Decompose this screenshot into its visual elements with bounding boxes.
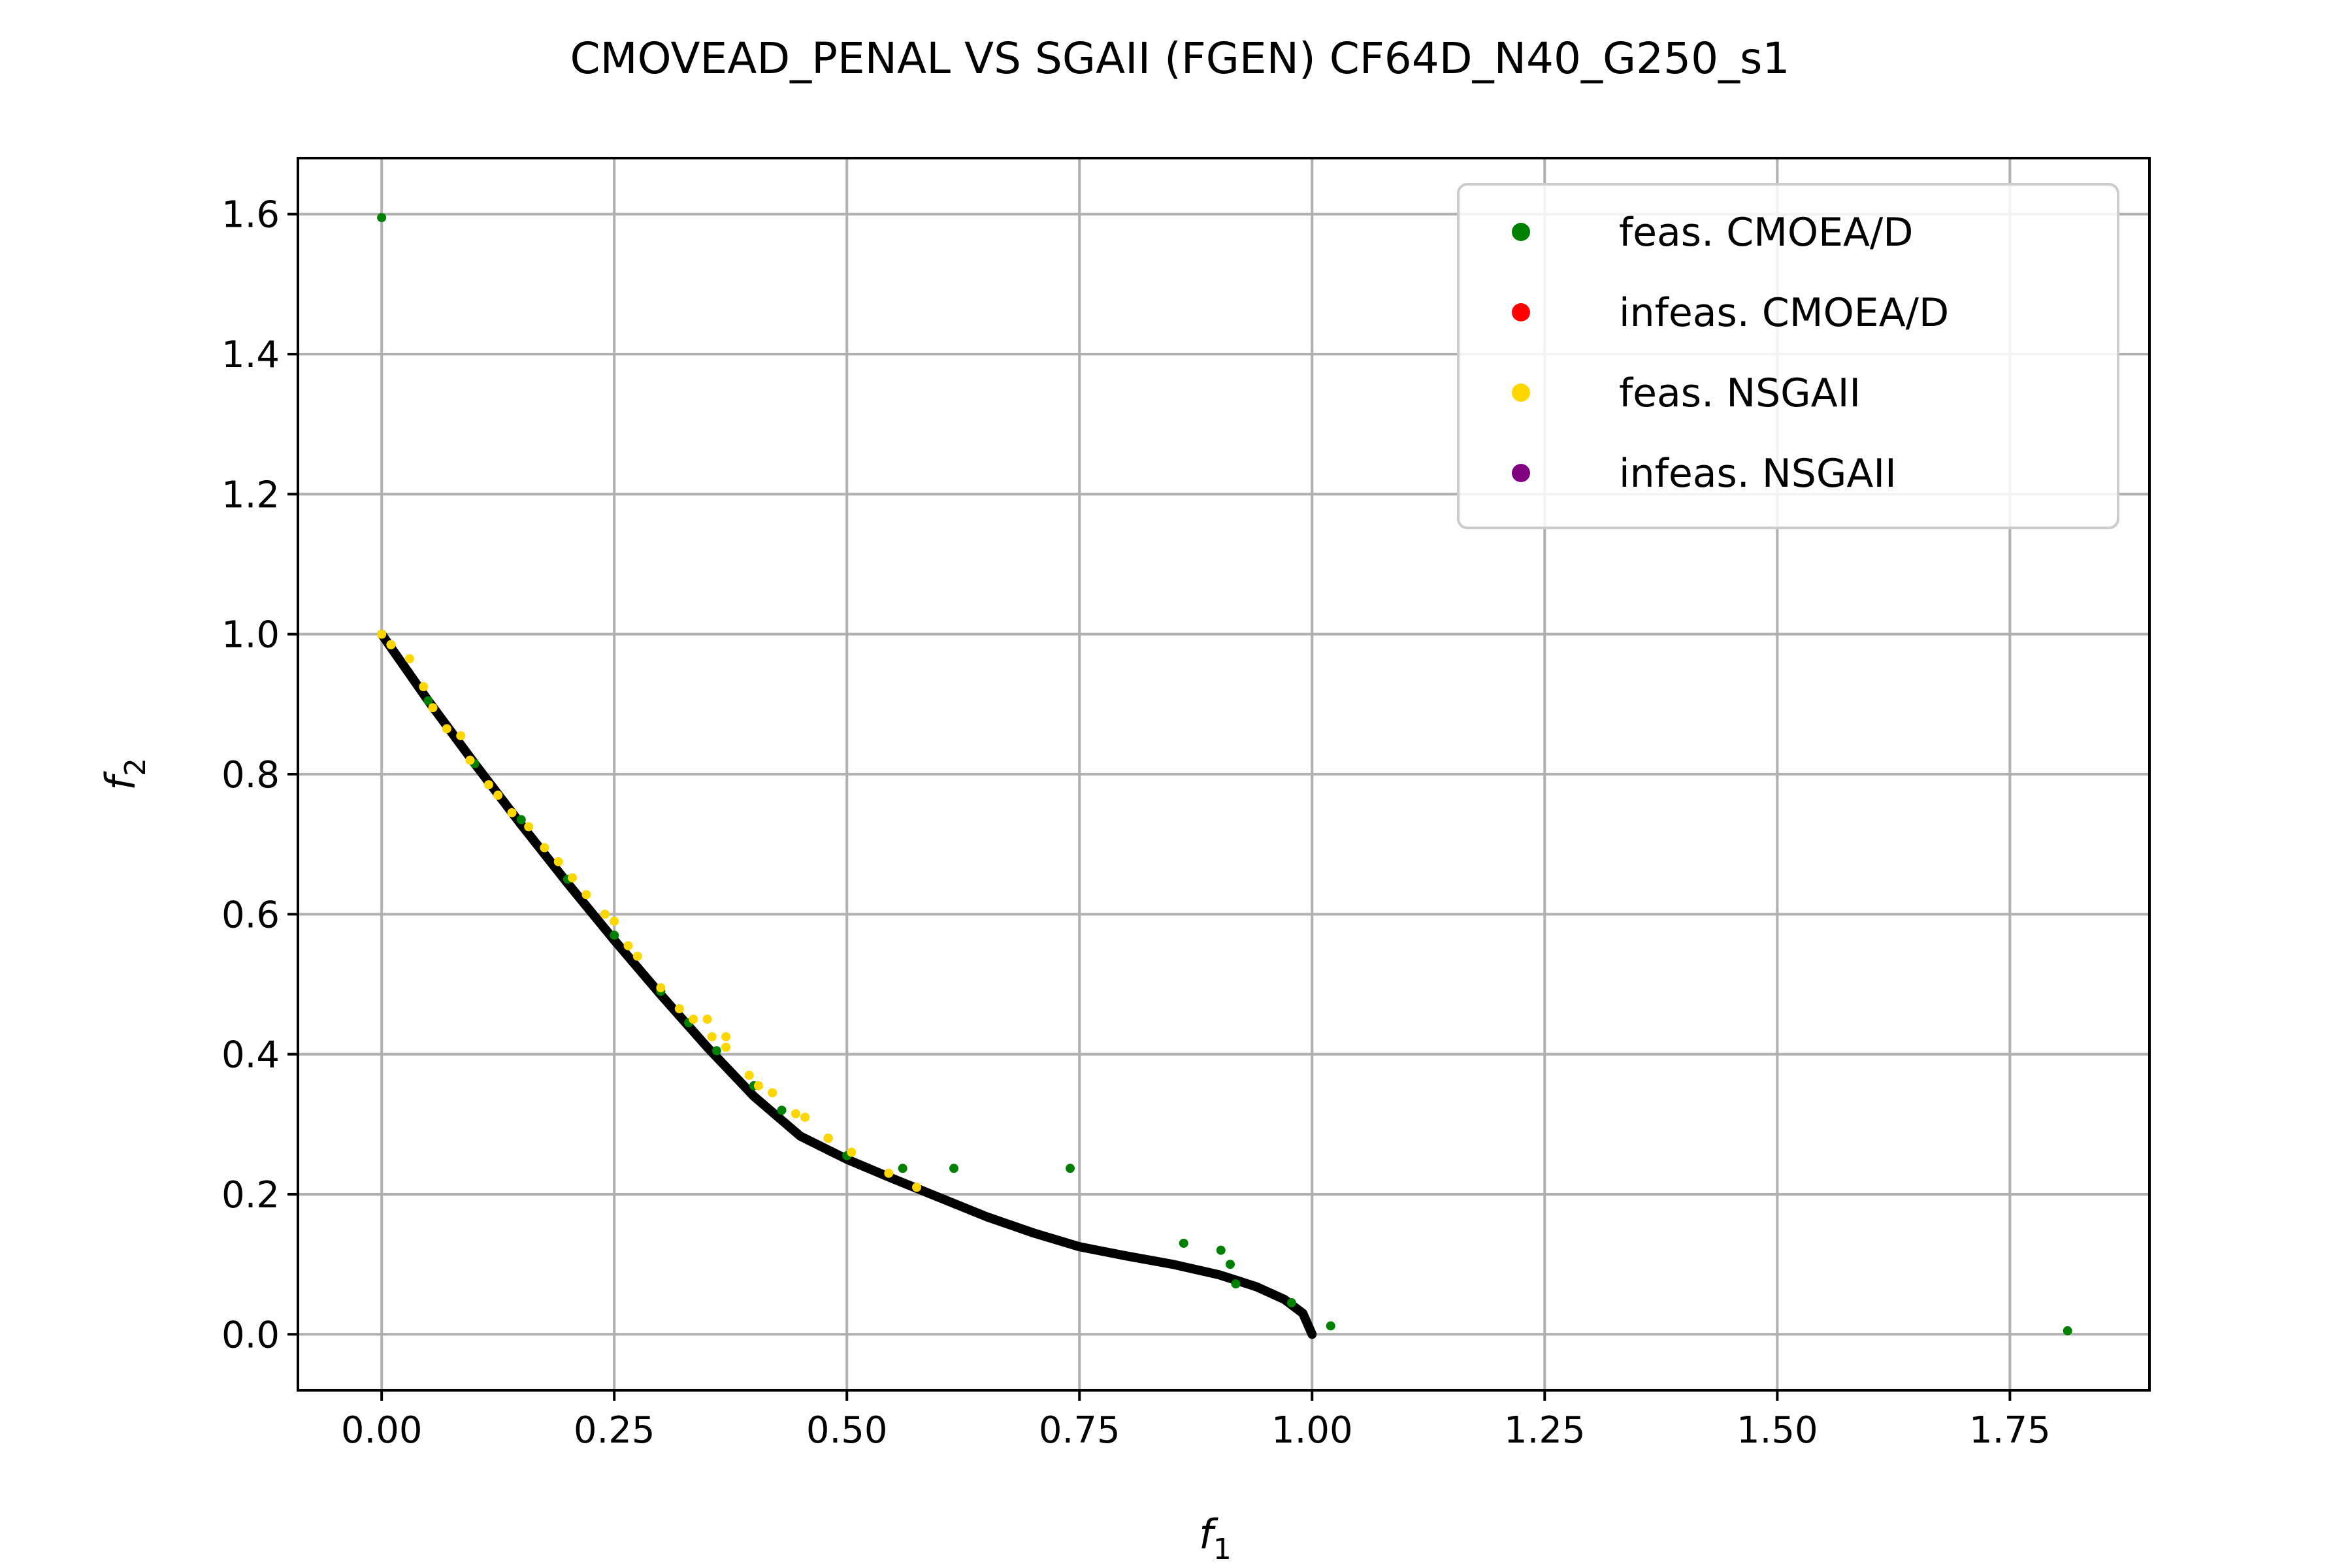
x-tick-label: 1.75 (1969, 1409, 2051, 1452)
point-feas-nsgaii (721, 1032, 731, 1041)
point-feas-nsgaii (791, 1109, 800, 1119)
point-feas-cmoea-d (949, 1164, 959, 1173)
point-feas-nsgaii (465, 755, 475, 765)
point-feas-nsgaii (623, 941, 633, 951)
x-tick-label: 0.75 (1039, 1409, 1120, 1452)
point-feas-nsgaii (581, 890, 591, 900)
point-feas-nsgaii (674, 1004, 684, 1013)
y-tick-label: 0.4 (221, 1034, 280, 1077)
x-tick-label: 0.50 (806, 1409, 888, 1452)
y-tick-label: 0.8 (221, 754, 280, 796)
point-feas-nsgaii (507, 808, 517, 817)
point-feas-cmoea-d (2063, 1326, 2072, 1335)
point-feas-nsgaii (768, 1088, 777, 1098)
x-tick-label: 0.00 (341, 1409, 423, 1452)
point-feas-nsgaii (442, 724, 451, 734)
point-feas-nsgaii (800, 1113, 810, 1122)
legend: feas. CMOEA/D infeas. CMOEA/D feas. NSGAII… (1457, 183, 2119, 529)
legend-marker (1512, 303, 1530, 321)
point-feas-nsgaii (524, 822, 534, 832)
point-feas-nsgaii (753, 1081, 763, 1090)
point-feas-nsgaii (632, 951, 642, 961)
x-tick-label: 1.00 (1271, 1409, 1353, 1452)
legend-items: feas. CMOEA/D infeas. CMOEA/D feas. NSGAII… (1512, 210, 1949, 497)
point-feas-nsgaii (404, 654, 414, 664)
point-feas-nsgaii (702, 1015, 712, 1024)
point-feas-nsgaii (377, 629, 387, 639)
point-feas-cmoea-d (777, 1105, 787, 1115)
x-axis-label-subscript: 1 (1213, 1533, 1232, 1566)
legend-label: infeas. CMOEA/D (1619, 290, 1949, 336)
x-tick-label: 1.50 (1737, 1409, 1818, 1452)
true-pareto-front (377, 629, 1317, 1339)
legend-label: infeas. NSGAII (1619, 451, 1897, 497)
point-feas-nsgaii (707, 1032, 717, 1041)
point-feas-nsgaii (540, 843, 549, 853)
point-feas-nsgaii (610, 917, 619, 926)
point-feas-nsgaii (428, 703, 438, 713)
point-feas-cmoea-d (1231, 1279, 1241, 1289)
legend-marker (1512, 464, 1530, 482)
y-tick-label: 0.2 (221, 1174, 280, 1217)
point-feas-nsgaii (553, 857, 563, 866)
y-tick-label: 1.4 (221, 334, 280, 376)
y-tick-label: 1.6 (221, 194, 280, 237)
point-feas-nsgaii (847, 1147, 857, 1157)
point-feas-nsgaii (823, 1134, 833, 1143)
point-feas-nsgaii (744, 1070, 754, 1080)
legend-marker (1512, 384, 1530, 402)
point-feas-nsgaii (493, 791, 503, 800)
y-axis-label-subscript: 2 (119, 758, 152, 776)
y-axis-ticks: 0.0 0.2 0.4 0.6 0.8 1.0 1.2 1.4 1.6 (221, 194, 298, 1356)
x-tick-label: 1.25 (1504, 1409, 1586, 1452)
legend-marker (1512, 223, 1530, 241)
y-tick-label: 0.6 (221, 894, 280, 936)
y-tick-label: 0.0 (221, 1314, 280, 1356)
x-axis-label: f1 (1199, 1511, 1232, 1566)
x-axis-ticks: 0.00 0.25 0.50 0.75 1.00 1.25 1.50 1.75 (341, 1390, 2051, 1452)
y-tick-label: 1.2 (221, 474, 280, 516)
true-front-curve (377, 629, 1317, 1339)
point-feas-nsgaii (884, 1168, 894, 1178)
point-feas-nsgaii (456, 731, 466, 741)
point-feas-cmoea-d (610, 930, 619, 940)
point-feas-cmoea-d (1216, 1245, 1226, 1255)
point-feas-cmoea-d (1066, 1164, 1075, 1173)
point-feas-nsgaii (912, 1183, 922, 1192)
legend-label: feas. NSGAII (1619, 370, 1861, 416)
point-feas-nsgaii (483, 780, 493, 790)
point-feas-nsgaii (386, 640, 396, 649)
point-feas-nsgaii (656, 983, 666, 992)
point-feas-cmoea-d (711, 1046, 721, 1056)
point-feas-cmoea-d (1326, 1321, 1335, 1331)
point-feas-nsgaii (568, 873, 578, 883)
point-feas-cmoea-d (1179, 1238, 1188, 1248)
legend-label: feas. CMOEA/D (1619, 210, 1913, 255)
point-feas-nsgaii (689, 1015, 698, 1024)
x-tick-label: 0.25 (574, 1409, 655, 1452)
point-feas-nsgaii (419, 682, 429, 692)
point-feas-nsgaii (721, 1042, 731, 1052)
y-tick-label: 1.0 (221, 614, 280, 657)
point-feas-cmoea-d (377, 213, 387, 223)
point-feas-cmoea-d (1225, 1260, 1235, 1269)
point-feas-nsgaii (600, 909, 610, 919)
data-points (377, 213, 2072, 1335)
point-feas-cmoea-d (898, 1164, 907, 1173)
legend-box (1457, 183, 2119, 529)
point-feas-cmoea-d (1286, 1298, 1296, 1308)
point-feas-cmoea-d (423, 696, 433, 706)
point-feas-cmoea-d (516, 815, 526, 825)
chart-title: CMOVEAD_PENAL VS SGAII (FGEN) CF64D_N40_… (570, 33, 1790, 84)
